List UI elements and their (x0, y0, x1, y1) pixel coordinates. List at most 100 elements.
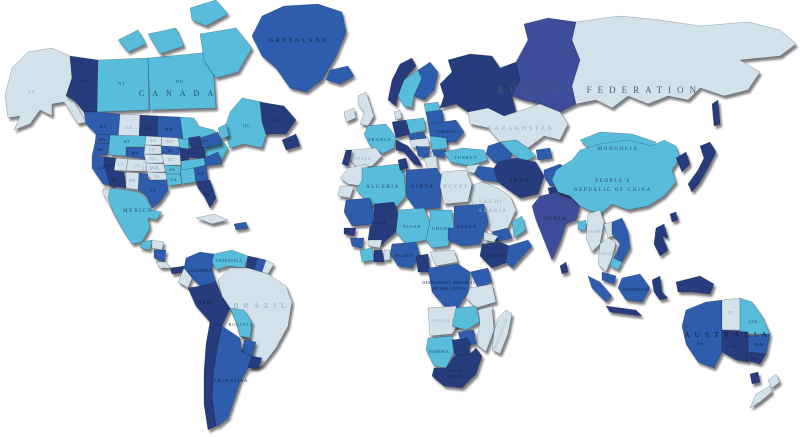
piece-nz-north (767, 373, 781, 389)
piece-balkans (415, 145, 431, 159)
piece-iceland (325, 65, 355, 85)
piece-mauritania (343, 197, 377, 227)
piece-costa-rica (155, 261, 171, 269)
piece-mozambique (475, 305, 495, 353)
piece-us-mo (161, 153, 182, 166)
piece-us-nd (144, 135, 163, 146)
piece-drc (427, 263, 471, 309)
piece-us-tx (137, 172, 169, 209)
piece-aus-wa (681, 299, 723, 369)
piece-us-pa-ny (199, 131, 223, 149)
piece-philippines (653, 223, 669, 257)
piece-taiwan (669, 211, 679, 223)
piece-baffin-island (199, 27, 253, 79)
piece-hispaniola (233, 221, 249, 231)
piece-greenland (251, 3, 347, 93)
piece-nunavut (147, 51, 217, 111)
piece-romania (429, 135, 449, 151)
piece-guinea (349, 237, 365, 249)
piece-india (531, 191, 581, 261)
piece-cameroon (415, 253, 431, 273)
piece-china (551, 139, 681, 215)
piece-borneo (617, 273, 651, 303)
piece-us-co (125, 158, 149, 172)
piece-mali (367, 201, 399, 245)
piece-sumatra (587, 275, 613, 303)
piece-tunisia (397, 157, 409, 171)
piece-us-me (217, 123, 230, 140)
piece-portugal (341, 149, 353, 167)
piece-sulawesi (651, 275, 669, 301)
piece-bolivia (229, 307, 253, 339)
piece-us-ok (146, 171, 169, 181)
piece-zambia (451, 305, 481, 331)
piece-us-or (91, 142, 110, 157)
piece-nwt (96, 57, 150, 113)
piece-us-va-nc-sc (203, 151, 223, 167)
piece-norway (387, 57, 417, 107)
piece-nigeria (389, 241, 421, 269)
piece-denmark (393, 109, 403, 121)
piece-us-ga (193, 164, 209, 183)
piece-ivory-coast (359, 247, 375, 263)
piece-us-ks (145, 162, 167, 173)
piece-russia-central (511, 17, 581, 113)
piece-us-ne (143, 153, 165, 164)
piece-us-ms-al (179, 167, 197, 185)
piece-turkey (443, 147, 489, 167)
piece-uk (357, 91, 375, 127)
piece-aus-nsw (747, 333, 771, 355)
piece-sweden (397, 69, 423, 109)
piece-russia-west (439, 53, 521, 117)
piece-cuba (195, 213, 229, 225)
piece-us-la (165, 173, 183, 187)
piece-labrador (259, 101, 297, 135)
piece-aus-sa (721, 329, 749, 363)
piece-aus-vic (745, 351, 767, 365)
piece-ireland (343, 107, 357, 123)
piece-guatemala (139, 239, 153, 251)
piece-us-ia (160, 145, 181, 156)
piece-us-mn (160, 136, 181, 148)
piece-aus-tas (749, 371, 761, 385)
piece-us-ar (163, 164, 182, 175)
piece-angola (427, 305, 461, 337)
piece-ellesmere-island (189, 0, 229, 27)
piece-us-in-oh (187, 146, 206, 159)
piece-aus-qld (739, 297, 771, 335)
piece-greece (423, 155, 439, 171)
piece-us-il (179, 147, 190, 162)
piece-cambodia (609, 257, 623, 271)
piece-kenya (469, 267, 493, 289)
piece-libya (405, 167, 443, 211)
piece-chad (425, 209, 455, 249)
piece-argentina (211, 325, 253, 427)
piece-honduras (151, 239, 165, 251)
piece-italy (395, 139, 423, 167)
piece-vietnam (611, 217, 631, 263)
piece-japan (687, 141, 717, 193)
piece-sri-lanka (559, 261, 569, 275)
piece-russia-east (571, 15, 797, 109)
piece-somalia (505, 239, 533, 269)
piece-w-sahara (337, 185, 355, 199)
piece-sakhalin (711, 99, 721, 127)
piece-malaysia (601, 271, 617, 285)
piece-botswana (451, 337, 471, 357)
piece-ghana (373, 249, 385, 263)
piece-madagascar (491, 309, 513, 355)
piece-us-wy (125, 146, 147, 160)
piece-brazil (217, 267, 293, 369)
piece-nicaragua (153, 249, 167, 263)
piece-benin-togo (383, 249, 391, 261)
piece-us-sd (143, 144, 163, 155)
piece-eritrea (483, 231, 499, 243)
piece-us-nm (125, 171, 141, 191)
piece-venezuela (211, 249, 249, 271)
piece-car (429, 249, 459, 267)
piece-oman (511, 215, 527, 239)
piece-czech-slovakia (407, 131, 427, 141)
piece-burkina (367, 239, 383, 249)
piece-senegal (343, 227, 357, 237)
